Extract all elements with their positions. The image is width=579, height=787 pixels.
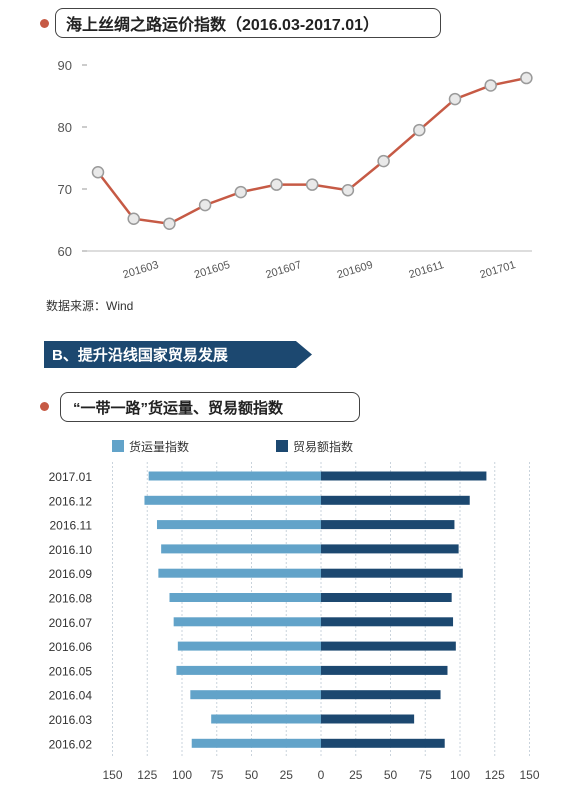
- cargo-bar: [191, 738, 321, 748]
- section-banner: B、提升沿线国家贸易发展: [44, 341, 312, 368]
- x-tick-label: 100: [172, 768, 192, 782]
- trade-bar: [321, 593, 452, 602]
- data-point: [91, 166, 105, 179]
- category-label: 2016.07: [49, 616, 93, 630]
- bar-chart-title: “一带一路”货运量、贸易额指数: [60, 392, 360, 422]
- y-tick-label: 90: [58, 58, 72, 73]
- data-point: [448, 92, 462, 106]
- trade-bar: [321, 471, 487, 481]
- data-point: [341, 183, 355, 197]
- cargo-bar: [177, 641, 321, 651]
- category-label: 2016.12: [49, 494, 93, 508]
- x-tick-label: 201603: [122, 259, 161, 281]
- x-tick-label: 100: [450, 768, 470, 782]
- x-tick-label: 125: [137, 768, 157, 782]
- price-index-line-chart: 60 70 80 90 201603 201605 201607 201609 201611 20…: [58, 58, 533, 281]
- category-label: 2016.02: [49, 737, 93, 751]
- x-tick-label: 25: [280, 768, 294, 782]
- y-tick-label: 70: [58, 182, 72, 197]
- x-tick-label: 201609: [336, 259, 375, 281]
- data-point: [270, 178, 283, 191]
- category-label: 2016.03: [49, 713, 93, 727]
- x-tick-label: 125: [485, 768, 505, 782]
- legend-label: 货运量指数: [129, 439, 189, 454]
- data-point: [484, 79, 497, 92]
- trade-bar: [321, 544, 459, 554]
- cargo-bar: [144, 495, 321, 505]
- cargo-bar: [156, 520, 321, 530]
- data-point: [305, 178, 319, 191]
- category-label: 2016.05: [49, 664, 93, 678]
- category-label: 2016.04: [49, 689, 93, 703]
- x-tick-label: 0: [318, 768, 325, 782]
- cargo-bar: [176, 665, 321, 675]
- x-tick-label: 50: [384, 768, 398, 782]
- data-point: [520, 71, 533, 85]
- legend-label: 贸易额指数: [293, 439, 353, 454]
- y-tick-label: 60: [58, 244, 72, 259]
- cargo-bar: [158, 568, 321, 578]
- cargo-bar: [211, 714, 321, 724]
- category-label: 2017.01: [49, 470, 93, 484]
- category-label: 2016.06: [49, 640, 93, 654]
- x-tick-label: 25: [349, 768, 363, 782]
- cargo-bar: [169, 593, 321, 602]
- category-label: 2016.08: [49, 592, 93, 606]
- x-tick-label: 50: [245, 768, 259, 782]
- trade-bar: [321, 690, 441, 700]
- x-tick-label: 201607: [264, 259, 303, 281]
- y-tick-label: 80: [58, 120, 72, 135]
- title-bullet-icon: [40, 19, 49, 28]
- cargo-bar: [161, 544, 321, 554]
- trade-bar: [321, 568, 463, 578]
- trade-bar: [321, 495, 470, 505]
- cargo-bar: [190, 690, 321, 700]
- data-point: [377, 154, 390, 168]
- data-point: [127, 212, 140, 226]
- x-tick-label: 201611: [408, 259, 446, 281]
- legend-swatch: [276, 440, 288, 452]
- trade-bar: [321, 520, 455, 530]
- trade-bar: [321, 641, 456, 651]
- trade-bar: [321, 714, 415, 724]
- cargo-bar: [148, 471, 321, 481]
- data-source: 数据来源：Wind: [46, 299, 134, 313]
- title-bullet-icon: [40, 402, 49, 411]
- cargo-trade-bar-chart: 货运量指数 贸易额指数 150 125 100 75 50 25 0 25 50 75 100 125 15…: [49, 439, 540, 782]
- trade-bar: [321, 665, 448, 675]
- x-tick-label: 150: [519, 768, 539, 782]
- line-chart-title: 海上丝绸之路运价指数（2016.03-2017.01）: [55, 8, 441, 38]
- x-tick-label: 201605: [193, 259, 232, 281]
- trade-bar: [321, 738, 445, 748]
- series-line: [97, 76, 527, 226]
- data-point: [198, 198, 212, 212]
- data-point: [413, 123, 426, 137]
- data-point: [234, 185, 248, 199]
- trade-bar: [321, 617, 454, 627]
- cargo-bar: [173, 617, 321, 627]
- x-tick-label: 75: [419, 768, 433, 782]
- x-tick-label: 75: [210, 768, 224, 782]
- x-tick-label: 150: [102, 768, 122, 782]
- legend-swatch: [112, 440, 124, 452]
- category-label: 2016.10: [49, 543, 93, 557]
- category-label: 2016.11: [50, 519, 93, 533]
- category-label: 2016.09: [49, 567, 93, 581]
- x-tick-label: 201701: [479, 259, 518, 281]
- data-point: [163, 217, 176, 230]
